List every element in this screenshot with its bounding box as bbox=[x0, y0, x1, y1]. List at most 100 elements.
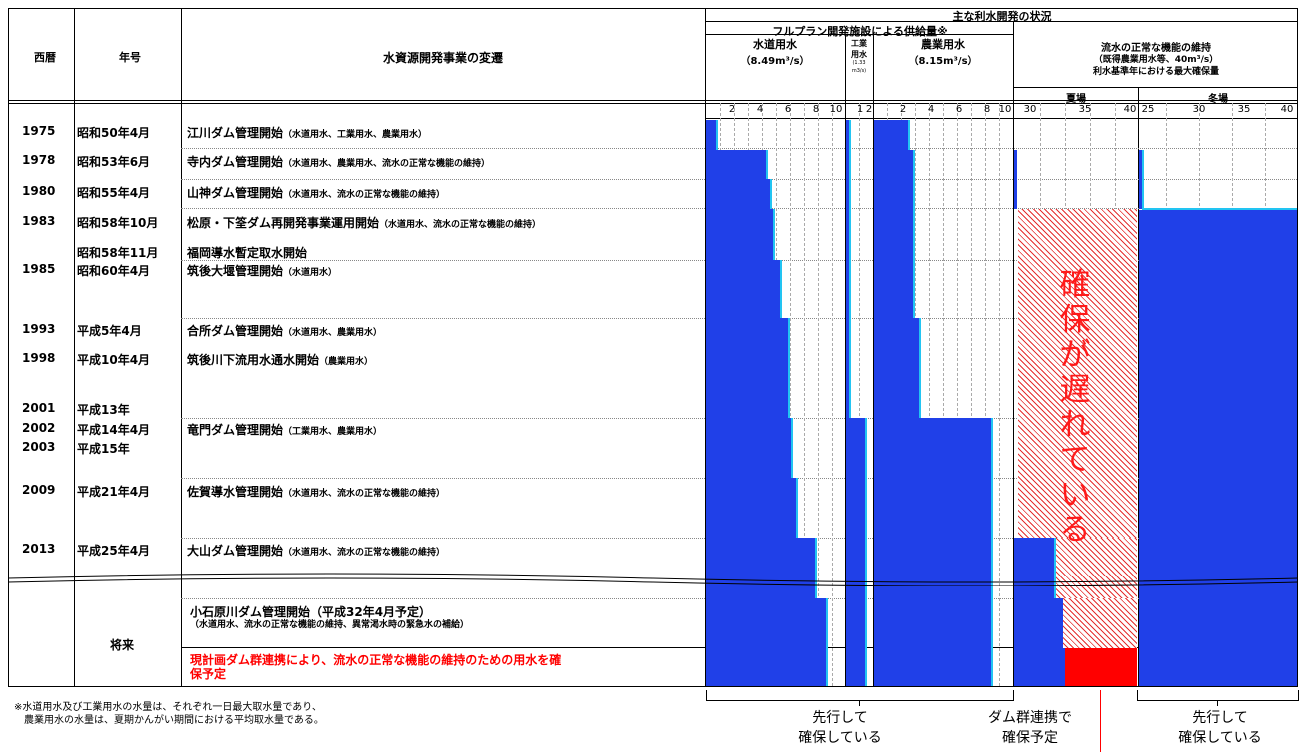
supply-bar bbox=[706, 538, 816, 598]
row-year: 2003 bbox=[22, 440, 56, 454]
tick-label: 10 bbox=[998, 104, 1012, 115]
brace-left bbox=[706, 690, 1014, 701]
row-year: 1998 bbox=[22, 351, 56, 365]
supply-bar bbox=[706, 179, 771, 209]
row-event: 筑後川下流用水通水開始（農業用水） bbox=[187, 353, 374, 367]
industrial-header-2: 用水 bbox=[851, 50, 867, 59]
tick-label: 6 bbox=[784, 104, 792, 115]
future-event-1-note: （水道用水、流水の正常な機能の維持、異常渇水時の緊急水の補給） bbox=[190, 620, 470, 630]
agri-amount: （8.15m³/s） bbox=[908, 56, 978, 67]
summer-bar bbox=[1014, 538, 1055, 576]
row-event: 江川ダム管理開始（水道用水、工業用水、農業用水） bbox=[187, 126, 428, 140]
normal-flow-header-3: 利水基準年における最大確保量 bbox=[1092, 67, 1219, 77]
row-era: 平成25年4月 bbox=[77, 544, 151, 558]
normal-flow-header-1: 流水の正常な機能の維持 bbox=[1101, 43, 1211, 54]
summer-bar bbox=[1014, 150, 1017, 209]
industrial-header-1: 工業 bbox=[851, 39, 867, 48]
tick-label: 4 bbox=[927, 104, 935, 115]
tick-label: 10 bbox=[829, 104, 843, 115]
agri-bar bbox=[874, 418, 992, 686]
tick-label: 6 bbox=[955, 104, 963, 115]
row-era: 平成14年4月 bbox=[77, 423, 151, 437]
row-year: 2002 bbox=[22, 421, 56, 435]
agri-bar bbox=[874, 318, 920, 418]
summer-bar bbox=[1014, 598, 1063, 648]
row-era: 昭和58年11月 bbox=[77, 246, 159, 260]
row-year: 1983 bbox=[22, 214, 56, 228]
supply-bar bbox=[706, 120, 717, 150]
supply-bar bbox=[706, 648, 827, 686]
row-era: 昭和58年10月 bbox=[77, 216, 159, 230]
row-era: 平成5年4月 bbox=[77, 324, 142, 338]
tick-label: 8 bbox=[983, 104, 991, 115]
tick-label: 40 bbox=[1280, 104, 1294, 115]
row-event: 寺内ダム管理開始（水道用水、農業用水、流水の正常な機能の維持） bbox=[187, 155, 491, 169]
agri-header: 農業用水 bbox=[921, 38, 965, 51]
water-supply-amount: （8.49m³/s） bbox=[740, 56, 810, 67]
tick-label: 1 bbox=[856, 104, 864, 115]
industrial-bar bbox=[846, 120, 850, 418]
industrial-amount-1: (1.33 bbox=[852, 60, 866, 66]
normal-flow-header-2: （既得農業用水等、40m³/s） bbox=[1093, 55, 1219, 65]
row-era: 昭和55年4月 bbox=[77, 186, 151, 200]
supply-bar bbox=[706, 209, 774, 260]
supply-bar bbox=[706, 418, 792, 478]
label-right: 先行して 確保している bbox=[1178, 710, 1262, 746]
tick-label: 2 bbox=[728, 104, 736, 115]
row-year: 1993 bbox=[22, 322, 56, 336]
summer-header: 夏場 bbox=[1066, 94, 1086, 105]
tick-label: 35 bbox=[1237, 104, 1251, 115]
supply-bar bbox=[706, 260, 781, 318]
footnote: ※水道用水及び工業用水の水量は、それぞれ一日最大取水量であり、 農業用水の水量は… bbox=[14, 702, 324, 726]
tick-label: 2 bbox=[865, 104, 873, 115]
tick-label: 8 bbox=[812, 104, 820, 115]
row-year: 2013 bbox=[22, 542, 56, 556]
future-event-2: 現計画ダム群連携により、流水の正常な機能の維持のための用水を確 bbox=[190, 653, 562, 667]
winter-bar bbox=[1139, 210, 1297, 686]
row-era: 昭和50年4月 bbox=[77, 126, 151, 140]
row-era: 昭和53年6月 bbox=[77, 155, 151, 169]
tick-label: 40 bbox=[1123, 104, 1137, 115]
label-left: 先行して 確保している bbox=[798, 710, 882, 746]
col-era-header: 年号 bbox=[119, 51, 141, 64]
delay-area bbox=[1063, 598, 1137, 648]
water-supply-header: 水道用水 bbox=[753, 38, 797, 51]
tick-label: 25 bbox=[1141, 104, 1155, 115]
tick-label: 30 bbox=[1023, 104, 1037, 115]
industrial-amount-2: m3/s) bbox=[851, 68, 867, 74]
winter-header: 冬場 bbox=[1208, 94, 1228, 105]
row-era: 平成13年 bbox=[77, 403, 130, 417]
row-year: 1980 bbox=[22, 184, 56, 198]
supply-bar bbox=[706, 150, 767, 179]
planned-area bbox=[1065, 648, 1137, 686]
row-era: 昭和60年4月 bbox=[77, 264, 151, 278]
summer-bar bbox=[1014, 648, 1065, 686]
brace-right bbox=[1137, 690, 1299, 701]
row-year: 1975 bbox=[22, 124, 56, 138]
row-era: 平成15年 bbox=[77, 442, 130, 456]
supply-bar bbox=[706, 478, 797, 538]
tick-label: 30 bbox=[1192, 104, 1206, 115]
row-year: 2001 bbox=[22, 401, 56, 415]
delay-label: 確保が遅 れている bbox=[1059, 267, 1091, 548]
row-era: 平成21年4月 bbox=[77, 485, 151, 499]
row-event: 松原・下筌ダム再開発事業運用開始（水道用水、流水の正常な機能の維持） bbox=[187, 216, 542, 230]
row-year: 1985 bbox=[22, 262, 56, 276]
row-event: 佐賀導水管理開始（水道用水、流水の正常な機能の維持） bbox=[187, 485, 446, 499]
tick-label: 4 bbox=[756, 104, 764, 115]
future-event-1: 小石原川ダム管理開始（平成32年4月予定） bbox=[190, 605, 432, 619]
tick-label: 2 bbox=[899, 104, 907, 115]
red-pointer-line bbox=[1100, 690, 1101, 752]
break-wave bbox=[8, 573, 1298, 586]
row-event: 竜門ダム管理開始（工業用水、農業用水） bbox=[187, 423, 383, 437]
agri-bar bbox=[874, 150, 914, 318]
col-history-header: 水資源開発事業の変遷 bbox=[382, 51, 503, 65]
future-era: 将来 bbox=[110, 638, 135, 652]
row-event: 大山ダム管理開始（水道用水、流水の正常な機能の維持） bbox=[187, 544, 446, 558]
row-year: 2009 bbox=[22, 483, 56, 497]
delay-area bbox=[1055, 538, 1137, 576]
row-event: 山神ダム管理開始（水道用水、流水の正常な機能の維持） bbox=[187, 186, 446, 200]
supply-bar bbox=[706, 598, 827, 648]
row-event: 福岡導水暫定取水開始 bbox=[187, 246, 308, 260]
industrial-bar bbox=[846, 418, 866, 686]
